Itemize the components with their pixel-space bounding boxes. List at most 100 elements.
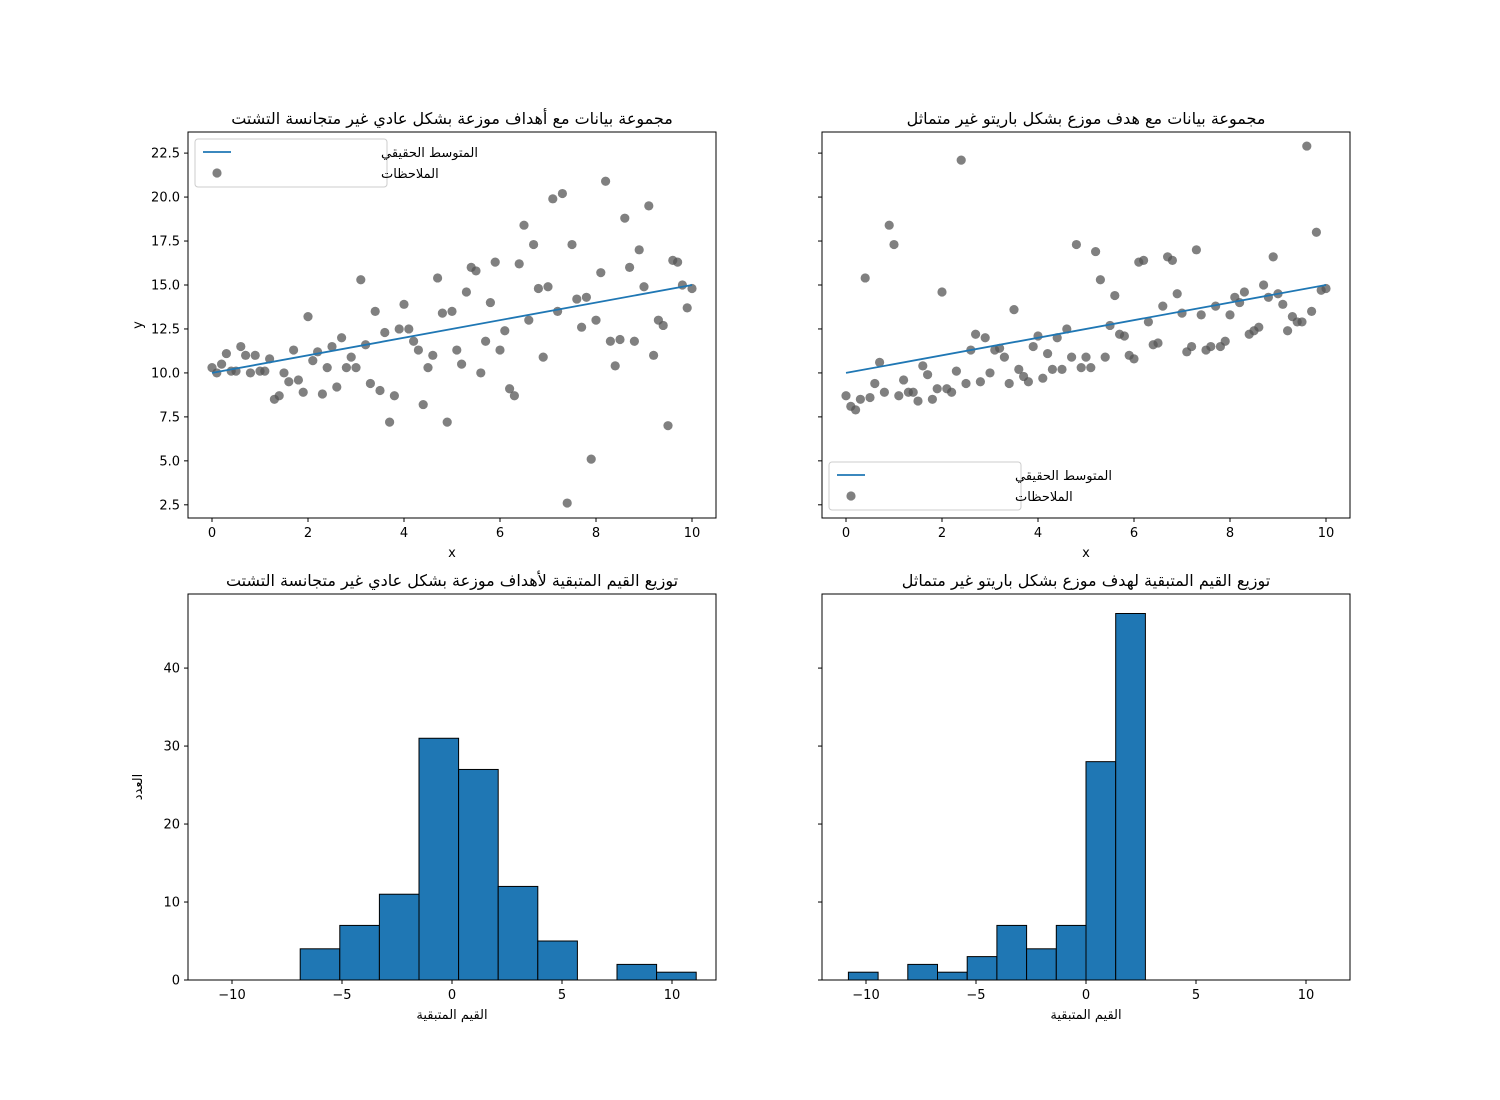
observation-point	[548, 194, 558, 204]
observation-point	[317, 389, 327, 399]
histogram-bar	[497, 885, 539, 981]
observation-point	[346, 352, 356, 362]
axes-frame	[187, 131, 717, 519]
observation-point	[509, 391, 519, 401]
x-tick-label: 6	[1130, 526, 1138, 541]
observation-point	[855, 394, 866, 404]
observation-point	[298, 387, 308, 397]
observation-point	[1311, 227, 1321, 237]
subplot-1: 0 2 4 6 8 10 2.5 5.0 7.5 10.0 12.5 15.0 17.5 20.0 22.5…	[131, 108, 717, 561]
observation-point	[913, 396, 923, 406]
histogram-bar	[418, 737, 460, 981]
observation-point	[1100, 352, 1110, 362]
observation-point	[457, 359, 467, 369]
y-axis-label: y	[131, 321, 146, 329]
observation-point	[1239, 287, 1249, 297]
observation-point	[375, 385, 385, 396]
observation-point	[961, 378, 971, 389]
y-tick-label: 2.5	[159, 498, 180, 513]
legend-marker-swatch	[212, 168, 222, 178]
y-axis-label: العدد	[131, 774, 146, 800]
y-tick-label: 22.5	[151, 147, 180, 162]
legend-label-true-mean: المتوسط الحقيقي	[381, 146, 478, 161]
observation-point	[481, 336, 491, 346]
histogram-bar	[907, 963, 938, 981]
observation-point	[1172, 289, 1182, 299]
observation-point	[289, 345, 299, 355]
x-tick-label: 8	[1226, 526, 1234, 541]
observation-point	[341, 363, 351, 373]
observation-point	[1259, 280, 1269, 290]
observation-point	[644, 201, 654, 211]
observation-point	[1023, 377, 1033, 387]
x-tick-label: −5	[966, 988, 985, 1003]
observation-point	[586, 454, 596, 464]
observation-point	[452, 345, 462, 355]
x-axis-label: x	[448, 546, 456, 561]
observation-point	[889, 239, 899, 250]
subplot-title: مجموعة بيانات مع هدف موزع بشكل باريتو غي…	[907, 109, 1266, 129]
observation-point	[217, 359, 227, 369]
y-tick-label: 5.0	[159, 454, 180, 469]
histogram-bar	[847, 971, 879, 981]
x-tick-label: 0	[842, 526, 850, 541]
x-tick-label: 5	[1192, 988, 1200, 1003]
observation-point	[899, 375, 909, 385]
x-tick-label: −10	[218, 988, 245, 1003]
x-tick-label: 5	[558, 988, 566, 1003]
observation-point	[394, 324, 404, 334]
observation-point	[485, 297, 495, 308]
observation-point	[447, 306, 457, 316]
observation-point	[918, 361, 928, 371]
observation-point	[409, 336, 419, 346]
legend-box	[828, 461, 1022, 511]
x-tick-label: 10	[664, 988, 681, 1003]
observation-point	[682, 303, 692, 313]
observation-point	[399, 299, 409, 309]
observation-point	[533, 283, 544, 294]
x-tick-label: 0	[1082, 988, 1090, 1003]
observation-point	[1004, 378, 1014, 389]
observation-point	[1129, 354, 1139, 364]
y-tick-label: 40	[163, 662, 180, 677]
observation-point	[1086, 363, 1096, 373]
observation-point	[245, 368, 255, 378]
observation-point	[519, 220, 529, 230]
observation-point	[337, 333, 347, 343]
observation-point	[1071, 239, 1081, 250]
legend: المتوسط الحقيقي الملاحظات	[828, 461, 1112, 511]
histogram-bar	[1115, 612, 1146, 981]
observation-point	[1119, 331, 1129, 341]
observation-point	[351, 363, 361, 373]
histogram-bar	[996, 924, 1028, 981]
legend-label-true-mean: المتوسط الحقيقي	[1015, 469, 1112, 484]
observation-point	[1206, 341, 1216, 352]
observation-point	[1153, 338, 1163, 348]
observation-point	[260, 366, 270, 376]
observation-point	[495, 345, 505, 355]
observation-point	[413, 345, 423, 355]
observation-point	[505, 384, 515, 394]
observation-point	[1139, 255, 1149, 265]
y-tick-label: 15.0	[151, 278, 180, 293]
x-tick-label: 4	[400, 526, 408, 541]
histogram-bar	[966, 956, 998, 981]
observation-point	[1028, 341, 1038, 352]
x-axis-label: x	[1082, 546, 1090, 561]
x-tick-label: 2	[304, 526, 312, 541]
legend: المتوسط الحقيقي الملاحظات	[194, 138, 478, 188]
observation-point	[461, 287, 471, 297]
subplot-title: توزيع القيم المتبقية لهدف موزع بشكل باري…	[902, 571, 1270, 591]
observation-point	[841, 391, 851, 401]
observation-point	[581, 292, 592, 302]
observation-point	[658, 320, 668, 331]
observation-point	[1043, 348, 1053, 359]
observation-point	[639, 282, 649, 292]
observation-point	[894, 391, 904, 401]
histogram-bar	[458, 768, 499, 981]
observation-point	[932, 384, 942, 394]
histogram-bar	[1055, 924, 1087, 981]
observation-point	[236, 341, 246, 352]
observation-point	[1158, 301, 1168, 311]
subplot-title: توزيع القيم المتبقية لأهداف موزعة بشكل ع…	[226, 570, 678, 591]
